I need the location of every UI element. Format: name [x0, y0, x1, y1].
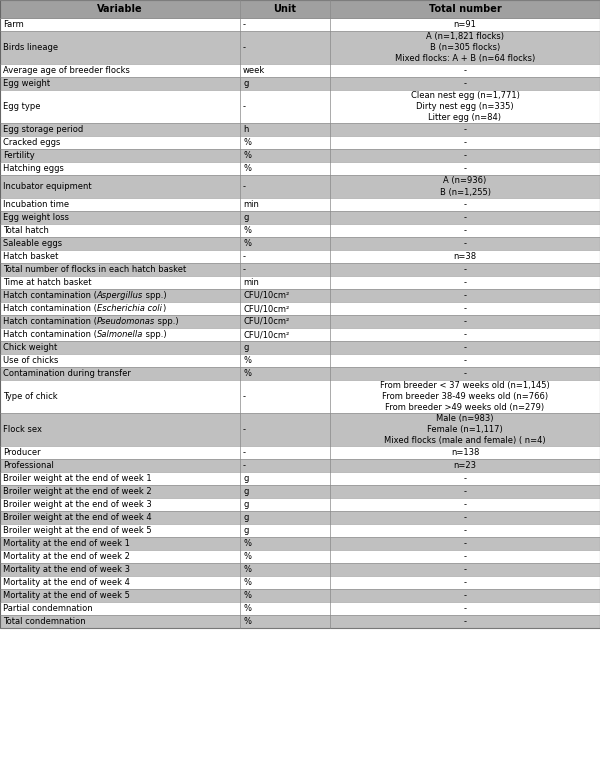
Text: %: %	[243, 369, 251, 378]
Bar	[0, 354, 600, 367]
Text: spp.): spp.)	[143, 291, 167, 300]
Text: Mortality at the end of week 3: Mortality at the end of week 3	[3, 565, 130, 574]
Text: Total number of flocks in each hatch basket: Total number of flocks in each hatch bas…	[3, 265, 186, 274]
Text: Broiler weight at the end of week 2: Broiler weight at the end of week 2	[3, 487, 152, 496]
Bar	[0, 289, 600, 302]
Bar	[0, 123, 600, 136]
Text: -: -	[464, 278, 467, 287]
Bar	[0, 615, 600, 628]
Text: -: -	[464, 500, 467, 509]
Text: Mortality at the end of week 2: Mortality at the end of week 2	[3, 552, 130, 561]
Text: %: %	[243, 591, 251, 600]
Bar	[0, 341, 600, 354]
Text: Saleable eggs: Saleable eggs	[3, 239, 62, 248]
Bar	[0, 18, 600, 31]
Bar	[0, 602, 600, 615]
Text: Incubation time: Incubation time	[3, 200, 69, 209]
Text: -: -	[464, 239, 467, 248]
Text: -: -	[464, 565, 467, 574]
Bar	[0, 276, 600, 289]
Bar	[0, 498, 600, 511]
Text: CFU/10cm²: CFU/10cm²	[243, 330, 289, 339]
Text: Total number: Total number	[428, 4, 502, 14]
Text: Broiler weight at the end of week 5: Broiler weight at the end of week 5	[3, 526, 152, 535]
Bar	[0, 198, 600, 211]
Text: -: -	[243, 265, 246, 274]
Text: %: %	[243, 226, 251, 235]
Text: Mortality at the end of week 5: Mortality at the end of week 5	[3, 591, 130, 600]
Bar	[0, 77, 600, 90]
Text: Cracked eggs: Cracked eggs	[3, 138, 61, 147]
Text: %: %	[243, 239, 251, 248]
Bar	[0, 263, 600, 276]
Text: Average age of breeder flocks: Average age of breeder flocks	[3, 66, 130, 75]
Text: g: g	[243, 213, 248, 222]
Text: Escherichia coli: Escherichia coli	[97, 304, 162, 313]
Bar	[0, 328, 600, 341]
Text: -: -	[464, 526, 467, 535]
Text: -: -	[243, 461, 246, 470]
Text: CFU/10cm²: CFU/10cm²	[243, 291, 289, 300]
Text: Unit: Unit	[274, 4, 296, 14]
Text: -: -	[243, 182, 246, 191]
Text: Mortality at the end of week 1: Mortality at the end of week 1	[3, 539, 130, 548]
Text: -: -	[464, 138, 467, 147]
Text: Hatch contamination (: Hatch contamination (	[3, 330, 97, 339]
Text: -: -	[243, 20, 246, 29]
Bar	[0, 31, 600, 64]
Text: Mortality at the end of week 4: Mortality at the end of week 4	[3, 578, 130, 587]
Text: Hatch contamination (: Hatch contamination (	[3, 317, 97, 326]
Bar	[0, 367, 600, 380]
Text: h: h	[243, 125, 248, 134]
Text: A (n=1,821 flocks)
B (n=305 flocks)
Mixed flocks: A + B (n=64 flocks): A (n=1,821 flocks) B (n=305 flocks) Mixe…	[395, 32, 535, 63]
Bar	[0, 459, 600, 472]
Bar	[0, 0, 600, 628]
Text: -: -	[464, 539, 467, 548]
Text: Farm: Farm	[3, 20, 24, 29]
Text: -: -	[243, 425, 246, 434]
Bar	[0, 413, 600, 446]
Text: A (n=936)
B (n=1,255): A (n=936) B (n=1,255)	[439, 176, 491, 197]
Text: Contamination during transfer: Contamination during transfer	[3, 369, 131, 378]
Text: g: g	[243, 79, 248, 88]
Bar	[0, 0, 600, 18]
Bar	[0, 524, 600, 537]
Text: -: -	[464, 513, 467, 522]
Text: Time at hatch basket: Time at hatch basket	[3, 278, 91, 287]
Text: %: %	[243, 578, 251, 587]
Text: %: %	[243, 138, 251, 147]
Text: Hatch contamination (: Hatch contamination (	[3, 291, 97, 300]
Text: Producer: Producer	[3, 448, 41, 457]
Text: Incubator equipment: Incubator equipment	[3, 182, 92, 191]
Text: %: %	[243, 539, 251, 548]
Text: From breeder < 37 weeks old (n=1,145)
From breeder 38-49 weeks old (n=766)
From : From breeder < 37 weeks old (n=1,145) Fr…	[380, 381, 550, 412]
Bar	[0, 162, 600, 175]
Text: n=138: n=138	[451, 448, 479, 457]
Text: -: -	[464, 369, 467, 378]
Text: -: -	[464, 343, 467, 352]
Text: -: -	[464, 591, 467, 600]
Text: spp.): spp.)	[143, 330, 167, 339]
Text: Total hatch: Total hatch	[3, 226, 49, 235]
Text: %: %	[243, 565, 251, 574]
Text: %: %	[243, 604, 251, 613]
Text: Chick weight: Chick weight	[3, 343, 57, 352]
Text: Pseudomonas: Pseudomonas	[97, 317, 155, 326]
Bar	[0, 250, 600, 263]
Text: Variable: Variable	[97, 4, 143, 14]
Text: %: %	[243, 356, 251, 365]
Text: -: -	[464, 164, 467, 173]
Text: -: -	[464, 304, 467, 313]
Text: Professional: Professional	[3, 461, 54, 470]
Bar	[0, 472, 600, 485]
Text: -: -	[464, 200, 467, 209]
Text: g: g	[243, 526, 248, 535]
Text: g: g	[243, 500, 248, 509]
Text: %: %	[243, 552, 251, 561]
Bar	[0, 511, 600, 524]
Bar	[0, 315, 600, 328]
Text: Hatching eggs: Hatching eggs	[3, 164, 64, 173]
Bar	[0, 149, 600, 162]
Text: Egg weight: Egg weight	[3, 79, 50, 88]
Text: -: -	[464, 213, 467, 222]
